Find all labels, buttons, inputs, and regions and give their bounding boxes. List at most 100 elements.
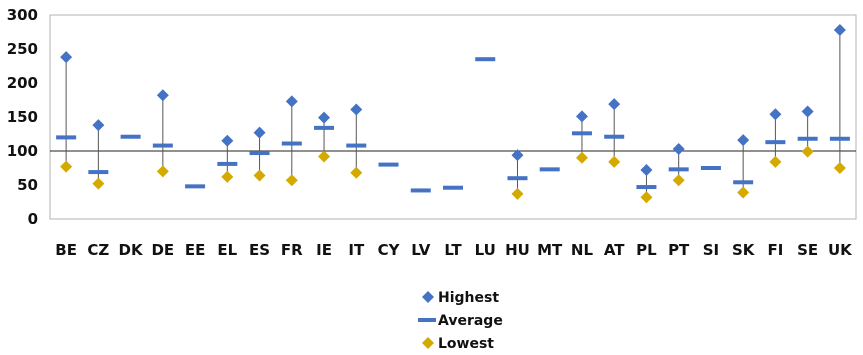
x-tick-label: LT: [444, 241, 462, 259]
average-mark: [314, 125, 335, 130]
highest-point: [801, 105, 814, 118]
highest-point: [60, 51, 73, 64]
x-tick-label: SI: [703, 241, 719, 259]
x-tick-label: MT: [537, 241, 563, 259]
highest-point: [672, 142, 685, 155]
lowest-point: [253, 169, 266, 182]
y-axis: 0 50 100 150 200 250 300: [7, 6, 38, 228]
average-mark: [636, 185, 657, 190]
lowest-point: [640, 191, 653, 204]
x-tick-label: UK: [828, 241, 853, 259]
lowest-point: [608, 155, 621, 168]
average-mark: [120, 134, 141, 139]
legend-marker: [422, 291, 434, 303]
highest-point: [221, 134, 234, 147]
highest-point: [575, 110, 588, 123]
highest-point: [318, 111, 331, 124]
average-mark: [346, 143, 367, 148]
average-mark: [185, 184, 206, 189]
average-mark: [829, 136, 850, 141]
legend-label: Average: [438, 313, 503, 329]
y-tick-label: 250: [7, 40, 38, 58]
x-tick-label: DE: [151, 241, 174, 259]
average-mark: [507, 176, 528, 181]
lowest-point: [672, 174, 685, 187]
average-mark: [797, 136, 818, 141]
x-tick-label: AT: [604, 241, 625, 259]
highest-point: [285, 95, 298, 108]
x-tick-label: HU: [505, 241, 530, 259]
y-tick-label: 100: [7, 142, 38, 160]
legend: Highest Average Lowest: [418, 290, 503, 352]
lowest-point: [60, 160, 73, 173]
average-mark: [539, 167, 560, 172]
x-tick-label: CY: [378, 241, 401, 259]
x-tick-label: PT: [668, 241, 690, 259]
highest-point: [511, 149, 524, 162]
average-mark: [152, 143, 173, 148]
legend-label: Highest: [438, 290, 499, 306]
average-mark: [378, 162, 399, 167]
lowest-point: [156, 165, 169, 178]
highest-point: [608, 98, 621, 111]
highest-point: [833, 23, 846, 36]
x-tick-label: BE: [55, 241, 77, 259]
x-tick-label: IE: [316, 241, 332, 259]
highest-point: [769, 108, 782, 121]
legend-label: Lowest: [438, 336, 494, 352]
highest-point: [640, 164, 653, 177]
x-tick-label: LU: [475, 241, 496, 259]
average-mark: [249, 151, 270, 156]
lowest-point: [737, 186, 750, 199]
highest-point: [92, 119, 105, 132]
average-mark: [410, 188, 431, 193]
x-axis: BE CZ DK DE EE EL ES FR IE IT CY LV LT LU HU MT NL AT PL PT…: [55, 241, 853, 259]
x-tick-label: FR: [281, 241, 303, 259]
average-mark: [88, 170, 109, 175]
lowest-point: [511, 187, 524, 200]
average-mark: [765, 140, 786, 145]
x-tick-label: LV: [411, 241, 430, 259]
lowest-point: [575, 151, 588, 164]
x-tick-label: CZ: [87, 241, 109, 259]
average-mark: [571, 131, 592, 136]
data-marks: [56, 23, 850, 204]
lowest-point: [769, 155, 782, 168]
x-tick-label: ES: [249, 241, 270, 259]
x-tick-label: NL: [571, 241, 594, 259]
average-mark: [700, 166, 721, 170]
average-mark: [475, 57, 496, 62]
plot-area: [49, 14, 857, 220]
y-tick-label: 300: [7, 6, 38, 24]
average-mark: [281, 141, 302, 146]
lowest-point: [350, 166, 363, 179]
highest-point: [253, 126, 266, 139]
x-tick-label: DK: [119, 241, 144, 259]
legend-marker: [418, 318, 436, 322]
y-tick-label: 200: [7, 74, 38, 92]
x-tick-label: EE: [185, 241, 206, 259]
lowest-point: [285, 174, 298, 187]
x-tick-label: PL: [636, 241, 657, 259]
highest-point: [350, 103, 363, 116]
average-mark: [668, 167, 689, 172]
y-tick-label: 0: [28, 210, 38, 228]
x-tick-label: SE: [797, 241, 818, 259]
highest-point: [156, 89, 169, 102]
x-tick-label: EL: [217, 241, 237, 259]
lowest-point: [221, 170, 234, 183]
y-tick-label: 150: [7, 108, 38, 126]
average-mark: [443, 185, 463, 190]
x-tick-label: IT: [348, 241, 365, 259]
lowest-point: [833, 162, 846, 174]
lowest-point: [92, 177, 105, 190]
average-mark: [56, 135, 77, 140]
average-mark: [733, 180, 754, 185]
average-mark: [217, 161, 238, 166]
highest-point: [737, 134, 750, 147]
legend-marker: [422, 337, 434, 349]
x-tick-label: FI: [767, 241, 783, 259]
x-tick-label: SK: [732, 241, 756, 259]
lowest-point: [801, 145, 814, 158]
